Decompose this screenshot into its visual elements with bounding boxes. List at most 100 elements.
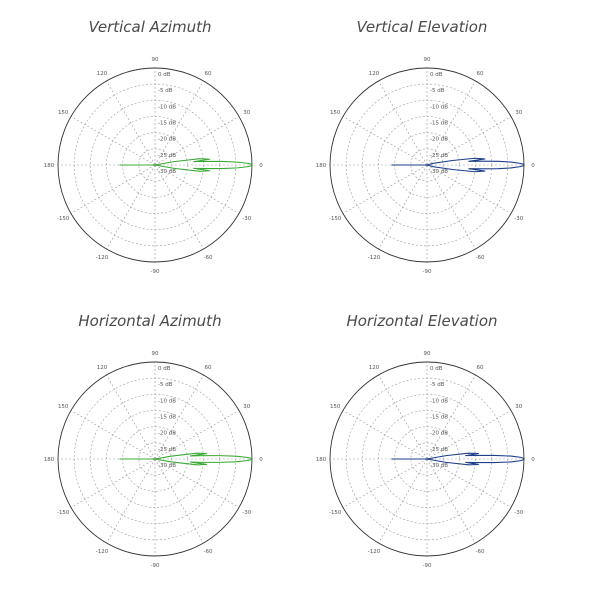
- grid-spoke: [154, 410, 240, 460]
- radial-tick-label: 0 dB: [430, 72, 443, 78]
- radial-tick-label: -30 dB: [430, 463, 448, 469]
- grid-spoke: [70, 164, 156, 214]
- angle-tick-label: -90: [151, 563, 160, 569]
- radial-tick-label: -30 dB: [158, 463, 176, 469]
- grid-spoke: [426, 164, 476, 250]
- radial-tick-label: -20 dB: [158, 137, 176, 143]
- chart-vertical-azimuth: Vertical Azimuth 0 30 60 90 120 150 180 -150 -12…: [0, 0, 300, 300]
- radial-tick-label: -10 dB: [158, 398, 176, 404]
- chart-horizontal-elevation: Horizontal Elevation 0 30 60 90 120 150 180 -15…: [272, 294, 572, 594]
- radial-tick-label: -15 dB: [158, 415, 176, 421]
- angle-tick-label: 180: [44, 163, 55, 169]
- radial-tick-label: -5 dB: [430, 382, 445, 388]
- angle-tick-label: -90: [423, 269, 432, 275]
- grid-spoke: [154, 164, 240, 214]
- polar-plot: 0 30 60 90 120 150 180 -150 -120 -90 -60 -30 0 dB -5 …: [316, 57, 536, 275]
- angle-tick-label: 60: [477, 365, 484, 371]
- polar-plot: 0 30 60 90 120 150 180 -150 -120 -90 -60 -30 0 dB -5 …: [44, 351, 264, 569]
- radial-tick-label: -5 dB: [158, 88, 173, 94]
- grid-spoke: [154, 458, 204, 544]
- chart-title: Vertical Azimuth: [88, 18, 212, 36]
- chart-vertical-elevation: Vertical Elevation 0 30 60 90 120 150 180 -150 -…: [272, 0, 572, 300]
- angle-tick-label: -90: [151, 269, 160, 275]
- grid-spoke: [70, 458, 156, 508]
- angle-tick-label: 60: [477, 71, 484, 77]
- grid-spoke: [70, 410, 156, 460]
- grid-spoke: [106, 164, 156, 250]
- radial-tick-label: -30 dB: [158, 169, 176, 175]
- polar-plot: 0 30 60 90 120 150 180 -150 -120 -90 -60 -30 0 dB -5 …: [44, 57, 264, 275]
- grid-spoke: [106, 458, 156, 544]
- angle-tick-label: 150: [330, 110, 341, 116]
- radial-tick-label: 0 dB: [158, 72, 171, 78]
- angle-tick-label: 90: [424, 351, 431, 357]
- angle-tick-label: 60: [205, 71, 212, 77]
- grid-spoke: [106, 374, 156, 460]
- angle-tick-label: -60: [204, 255, 213, 261]
- angle-tick-label: -60: [204, 549, 213, 555]
- radial-tick-label: -15 dB: [430, 121, 448, 127]
- chart-title: Horizontal Azimuth: [78, 312, 222, 330]
- angle-tick-label: -30: [514, 216, 523, 222]
- grid-spoke: [154, 164, 204, 250]
- angle-tick-label: 150: [58, 404, 69, 410]
- angle-tick-label: -30: [514, 510, 523, 516]
- angle-tick-label: 0: [531, 163, 535, 169]
- grid-spoke: [154, 116, 240, 166]
- grid-spoke: [378, 374, 428, 460]
- angle-tick-label: 30: [243, 404, 250, 410]
- angle-tick-label: 120: [369, 365, 380, 371]
- angle-tick-label: -60: [476, 549, 485, 555]
- angle-tick-label: 150: [58, 110, 69, 116]
- angle-tick-label: 120: [97, 365, 108, 371]
- angle-tick-label: 180: [316, 457, 327, 463]
- angle-tick-label: -150: [329, 510, 342, 516]
- radial-tick-label: -20 dB: [430, 137, 448, 143]
- radial-tick-label: 0 dB: [158, 366, 171, 372]
- grid-spoke: [106, 80, 156, 166]
- radial-tick-label: -15 dB: [158, 121, 176, 127]
- radial-tick-label: -10 dB: [430, 104, 448, 110]
- angle-tick-label: -120: [96, 255, 109, 261]
- grid-spoke: [154, 374, 204, 460]
- radial-tick-label: -20 dB: [430, 431, 448, 437]
- angle-tick-label: 30: [515, 110, 522, 116]
- angle-tick-label: 120: [369, 71, 380, 77]
- grid-spoke: [154, 80, 204, 166]
- angle-tick-label: 0: [531, 457, 535, 463]
- angle-tick-label: 60: [205, 365, 212, 371]
- radial-tick-label: -5 dB: [430, 88, 445, 94]
- angle-tick-label: -30: [242, 510, 251, 516]
- angle-tick-label: -150: [329, 216, 342, 222]
- radial-tick-label: 0 dB: [430, 366, 443, 372]
- radial-tick-label: -25 dB: [158, 153, 176, 159]
- angle-tick-label: 180: [44, 457, 55, 463]
- grid-spoke: [342, 164, 428, 214]
- grid-spoke: [154, 458, 240, 508]
- radial-tick-label: -25 dB: [430, 447, 448, 453]
- angle-tick-label: 150: [330, 404, 341, 410]
- angle-tick-label: -150: [57, 216, 70, 222]
- radial-tick-label: -10 dB: [430, 398, 448, 404]
- grid-spoke: [378, 80, 428, 166]
- polar-plot: 0 30 60 90 120 150 180 -150 -120 -90 -60 -30 0 dB -5 …: [316, 351, 536, 569]
- chart-title: Horizontal Elevation: [346, 312, 498, 330]
- angle-tick-label: 0: [259, 163, 263, 169]
- angle-tick-label: -120: [368, 255, 381, 261]
- angle-tick-label: -90: [423, 563, 432, 569]
- angle-tick-label: 120: [97, 71, 108, 77]
- angle-tick-label: -120: [96, 549, 109, 555]
- grid-spoke: [378, 458, 428, 544]
- angle-tick-label: 0: [259, 457, 263, 463]
- angle-tick-label: 90: [152, 351, 159, 357]
- grid-spoke: [426, 80, 476, 166]
- angle-tick-label: -30: [242, 216, 251, 222]
- angle-tick-label: -150: [57, 510, 70, 516]
- radial-tick-label: -5 dB: [158, 382, 173, 388]
- angle-tick-label: 30: [243, 110, 250, 116]
- grid-spoke: [426, 374, 476, 460]
- angle-tick-label: -60: [476, 255, 485, 261]
- grid-spoke: [342, 116, 428, 166]
- chart-horizontal-azimuth: Horizontal Azimuth 0 30 60 90 120 150 180 -150 -…: [0, 294, 300, 594]
- grid-spoke: [342, 458, 428, 508]
